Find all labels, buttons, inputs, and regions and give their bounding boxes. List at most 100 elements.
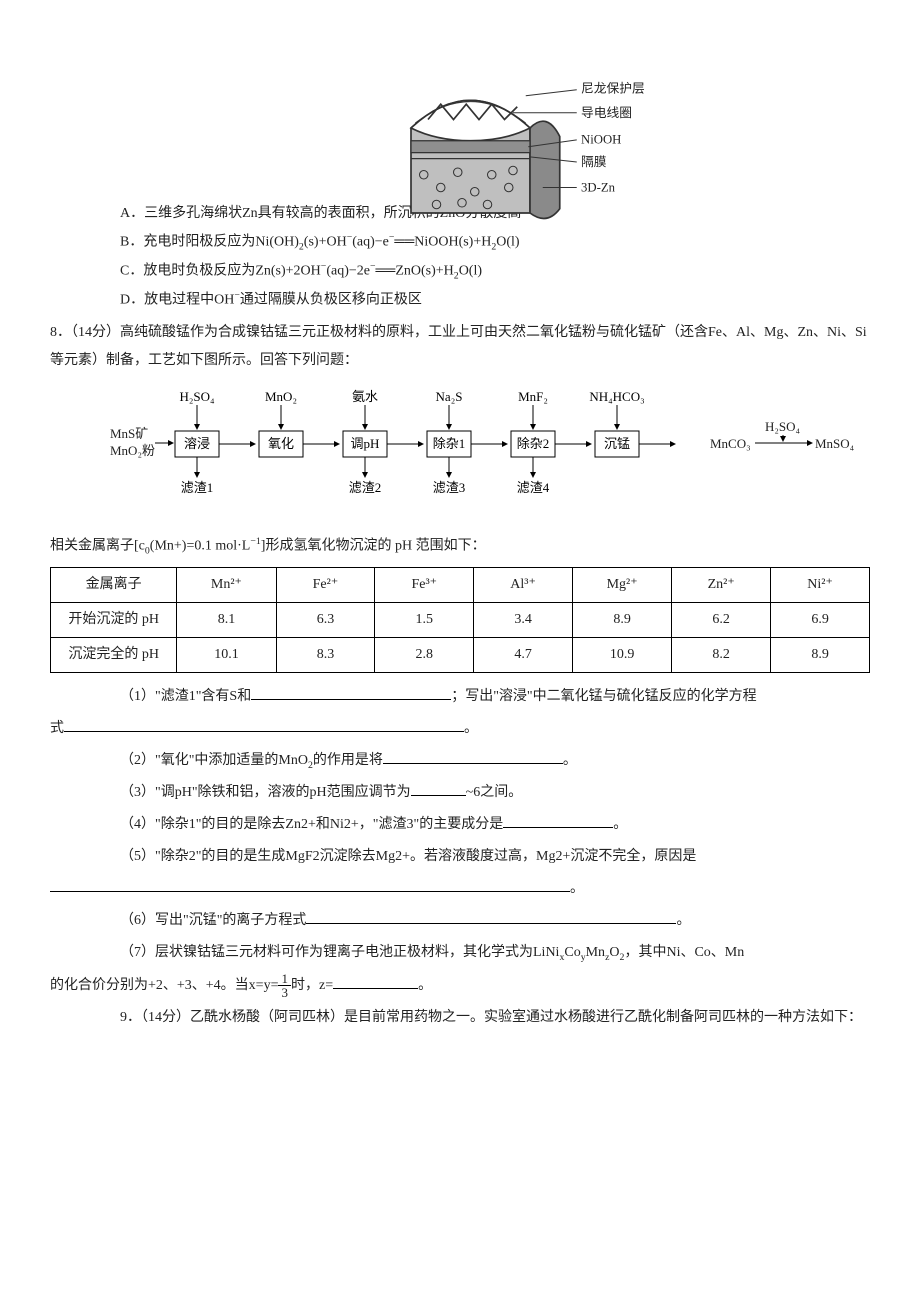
blank-2: [64, 717, 464, 732]
battery-svg: 尼龙保护层 导电线圈 NiOOH 隔膜 3D-Zn: [350, 60, 710, 230]
ph-cell: 6.2: [672, 602, 771, 637]
ph-header: Zn²⁺: [672, 567, 771, 602]
flow-svg: MnS矿 MnO₂粉 溶浸H₂SO₄滤渣1氧化MnO₂调pH氨水滤渣2除杂1Na…: [100, 383, 860, 513]
s7c: Mn: [586, 945, 605, 960]
intro-3: ]形成氢氧化物沉淀的 pH 范围如下：: [261, 538, 486, 553]
svg-text:氧化: 氧化: [268, 436, 294, 451]
s7h: 。: [418, 978, 432, 993]
q8-sub2: （2）"氧化"中添加适量的MnO2的作用是将。: [50, 747, 870, 775]
ph-header: Ni²⁺: [771, 567, 870, 602]
q8-sub6: （6）写出"沉锰"的离子方程式。: [50, 907, 870, 935]
s7d: O: [609, 945, 619, 960]
ph-cell: 2.8: [375, 637, 474, 672]
opt-c-2: (aq)−2e: [326, 264, 370, 279]
ph-cell: 8.3: [276, 637, 375, 672]
s4a: （4）"除杂1"的目的是除去Zn2+和Ni2+，"滤渣3"的主要成分是: [120, 817, 503, 832]
ph-header: Al³⁺: [474, 567, 573, 602]
s3b: ~6之间。: [466, 785, 523, 800]
ph-cell: 开始沉淀的 pH: [51, 602, 177, 637]
s7f: 的化合价分别为+2、+3、+4。当x=y=: [50, 978, 278, 993]
opt-b-2: (s)+OH: [304, 235, 347, 250]
q8-table-intro: 相关金属离子[c0(Mn+)=0.1 mol·L−1]形成氢氧化物沉淀的 pH …: [50, 532, 870, 561]
svg-text:沉锰: 沉锰: [604, 436, 630, 451]
svg-text:氨水: 氨水: [352, 389, 378, 404]
blank-6: [50, 877, 570, 892]
svg-text:MnF₂: MnF₂: [518, 389, 548, 404]
opt-c-1: C．放电时负极反应为Zn(s)+2OH: [120, 264, 321, 279]
label-coil: 导电线圈: [581, 106, 632, 120]
opt-b-1: B．充电时阳极反应为Ni(OH): [120, 235, 299, 250]
opt-d-1: D．放电过程中OH: [120, 293, 234, 308]
ph-cell: 10.1: [177, 637, 276, 672]
svg-text:H₂SO₄: H₂SO₄: [179, 389, 215, 404]
opt-b-3: (aq)−e: [352, 235, 389, 250]
q8-head: 8．（14分）高纯硫酸锰作为合成镍钴锰三元正极材料的原料，工业上可由天然二氧化锰…: [50, 319, 870, 375]
s1a: （1）"滤渣1"含有S和: [120, 689, 251, 704]
s7g: 时，z=: [291, 978, 333, 993]
svg-text:MnO₂: MnO₂: [265, 389, 297, 404]
s1b: ；写出"溶浸"中二氧化锰与硫化锰反应的化学方程: [451, 689, 756, 704]
ph-cell: 1.5: [375, 602, 474, 637]
opt-d-2: 通过隔膜从负极区移向正极区: [240, 293, 422, 308]
s7b: Co: [564, 945, 580, 960]
q8-sub5b: 。: [50, 875, 870, 903]
svg-text:滤渣4: 滤渣4: [517, 480, 550, 495]
ph-cell: 3.4: [474, 602, 573, 637]
label-zn: 3D-Zn: [581, 181, 616, 195]
ph-header: Mg²⁺: [573, 567, 672, 602]
ph-table: 金属离子Mn²⁺Fe²⁺Fe³⁺Al³⁺Mg²⁺Zn²⁺Ni²⁺ 开始沉淀的 p…: [50, 567, 870, 673]
q8-sub3: （3）"调pH"除铁和铝，溶液的pH范围应调节为 ~6之间。: [50, 779, 870, 807]
s2c: 。: [563, 753, 577, 768]
ph-cell: 8.9: [573, 602, 672, 637]
q8-sub7: （7）层状镍钴锰三元材料可作为锂离子电池正极材料，其化学式为LiNixCoyMn…: [50, 939, 870, 967]
label-niooh: NiOOH: [581, 132, 621, 146]
ph-header: Fe³⁺: [375, 567, 474, 602]
ph-cell: 8.1: [177, 602, 276, 637]
s4b: 。: [613, 817, 627, 832]
svg-text:MnCO₃: MnCO₃: [710, 436, 751, 451]
s3a: （3）"调pH"除铁和铝，溶液的pH范围应调节为: [120, 785, 411, 800]
svg-text:NH₄HCO₃: NH₄HCO₃: [589, 389, 644, 404]
blank-7: [306, 909, 676, 924]
s1c: 式: [50, 721, 64, 736]
svg-text:溶浸: 溶浸: [184, 436, 210, 451]
frac-n: 1: [278, 972, 291, 986]
s2b: 的作用是将: [313, 753, 383, 768]
ph-header: Mn²⁺: [177, 567, 276, 602]
table-row: 开始沉淀的 pH8.16.31.53.48.96.26.9: [51, 602, 870, 637]
table-row: 沉淀完全的 pH10.18.32.84.710.98.28.9: [51, 637, 870, 672]
ph-cell: 6.3: [276, 602, 375, 637]
ph-cell: 4.7: [474, 637, 573, 672]
q9-head: 9．（14分）乙酰水杨酸（阿司匹林）是目前常用药物之一。实验室通过水杨酸进行乙酰…: [50, 1004, 870, 1032]
svg-text:滤渣2: 滤渣2: [349, 480, 382, 495]
s1d: 。: [464, 721, 478, 736]
svg-text:滤渣1: 滤渣1: [181, 480, 214, 495]
opt-b-5: O(l): [496, 235, 519, 250]
blank-1: [251, 685, 451, 700]
intro-2: (Mn+)=0.1 mol·L: [150, 538, 251, 553]
s7e: ，其中Ni、Co、Mn: [624, 945, 744, 960]
svg-text:MnO₂粉: MnO₂粉: [110, 443, 155, 458]
svg-text:滤渣3: 滤渣3: [433, 480, 466, 495]
svg-text:Na₂S: Na₂S: [436, 389, 463, 404]
fraction-one-third: 13: [278, 972, 291, 999]
opt-b-4: ══NiOOH(s)+H: [394, 235, 491, 250]
blank-3: [383, 749, 563, 764]
s5b: 。: [570, 881, 584, 896]
svg-text:H₂SO₄: H₂SO₄: [765, 419, 801, 434]
frac-d: 3: [278, 986, 291, 999]
ph-header: 金属离子: [51, 567, 177, 602]
ph-cell: 沉淀完全的 pH: [51, 637, 177, 672]
ph-header: Fe²⁺: [276, 567, 375, 602]
option-b: B．充电时阳极反应为Ni(OH)2(s)+OH−(aq)−e−══NiOOH(s…: [50, 228, 870, 257]
q8-sub1: （1）"滤渣1"含有S和 ；写出"溶浸"中二氧化锰与硫化锰反应的化学方程: [50, 683, 870, 711]
blank-4: [411, 781, 466, 796]
ph-cell: 6.9: [771, 602, 870, 637]
option-c: C．放电时负极反应为Zn(s)+2OH−(aq)−2e−══ZnO(s)+H2O…: [50, 257, 870, 286]
s2a: （2）"氧化"中添加适量的MnO: [120, 753, 308, 768]
blank-8: [333, 974, 418, 989]
ph-cell: 10.9: [573, 637, 672, 672]
ph-cell: 8.2: [672, 637, 771, 672]
option-d: D．放电过程中OH−通过隔膜从负极区移向正极区: [50, 286, 870, 315]
svg-text:MnS矿: MnS矿: [110, 426, 148, 441]
